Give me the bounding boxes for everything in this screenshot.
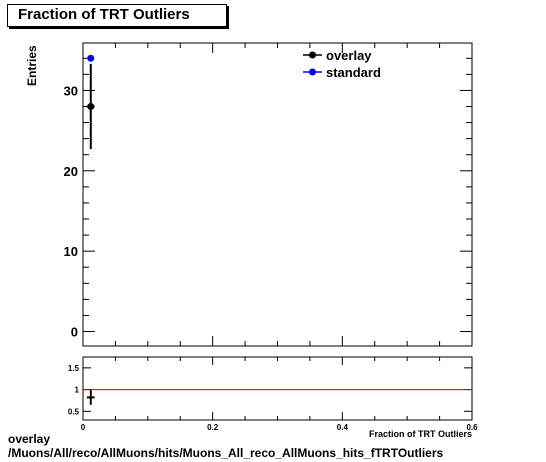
main-axes: 0 10 20 30 Entries <box>25 43 473 346</box>
legend-label-overlay: overlay <box>326 48 372 63</box>
y-tick-label: 0 <box>71 325 78 340</box>
main-plot-frame <box>82 42 473 347</box>
overlay-data-point <box>87 102 95 110</box>
ratio-x-tick-label: 0.4 <box>337 423 349 432</box>
ratio-y-tick-label: 0.5 <box>68 407 80 416</box>
main-marks <box>86 54 95 150</box>
y-tick-label: 10 <box>64 244 78 259</box>
chart-title: Fraction of TRT Outliers <box>18 6 190 23</box>
legend: overlay standard <box>303 48 381 80</box>
standard-data-point <box>87 54 95 62</box>
ratio-plot-frame <box>82 356 473 421</box>
ratio-marks <box>83 389 472 405</box>
title-box <box>7 4 227 27</box>
y-tick-label: 30 <box>64 83 78 98</box>
ratio-x-tick-label: 0 <box>81 423 86 432</box>
ratio-y-tick-label: 1.5 <box>68 364 80 373</box>
caption-line-1: overlay <box>8 432 51 446</box>
ratio-x-tick-label: 0.2 <box>207 423 219 432</box>
caption-line-2: /Muons/All/reco/AllMuons/hits/Muons_All_… <box>8 446 444 460</box>
ratio-x-tick-label: 0.6 <box>466 423 478 432</box>
ratio-y-tick-label: 1 <box>75 386 80 395</box>
legend-marker-overlay <box>309 51 316 59</box>
y-axis-label: Entries <box>25 45 39 86</box>
main-plot-border <box>82 42 473 347</box>
legend-marker-standard <box>309 68 316 76</box>
y-tick-label: 20 <box>64 164 78 179</box>
x-axis-label: Fraction of TRT Outliers <box>369 429 472 439</box>
legend-label-standard: standard <box>326 65 381 80</box>
ratio-plot-border <box>82 356 473 421</box>
